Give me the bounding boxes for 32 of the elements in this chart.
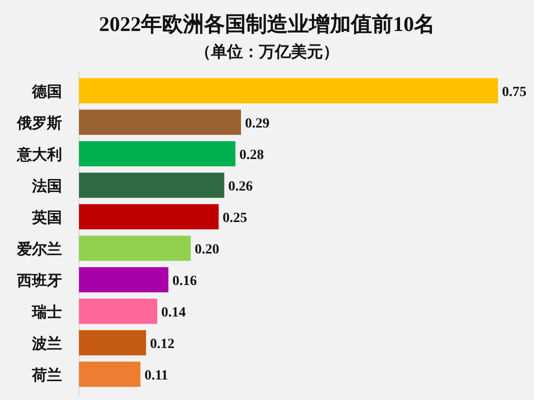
data-label: 0.28: [239, 148, 264, 163]
y-tick-label: 西班牙: [16, 272, 62, 290]
data-label: 0.16: [172, 274, 197, 289]
data-label: 0.12: [150, 336, 175, 352]
data-label: 0.20: [194, 242, 220, 258]
bar: [79, 236, 191, 261]
y-tick-label: 英国: [31, 209, 62, 226]
bar: [79, 298, 158, 324]
bar: [79, 362, 140, 387]
y-tick-label: 意大利: [16, 146, 62, 164]
y-tick-label: 荷兰: [31, 366, 62, 384]
bar: [79, 330, 146, 356]
bar: [79, 204, 219, 230]
bar: [79, 172, 224, 198]
data-label: 0.29: [245, 116, 270, 132]
data-label: 0.25: [222, 210, 248, 226]
bar: [79, 267, 168, 292]
y-tick-label: 波兰: [31, 335, 62, 352]
y-tick-label: 爱尔兰: [16, 240, 62, 258]
y-tick-label: 德国: [31, 83, 62, 100]
bar: [79, 78, 498, 104]
data-label: 0.11: [144, 368, 168, 384]
data-label: 0.75: [502, 84, 526, 100]
chart-title: 2022年欧洲各国制造业增加值前10名: [99, 12, 435, 36]
y-tick-label: 瑞士: [31, 304, 62, 321]
data-label: 0.26: [228, 179, 253, 194]
chart-subtitle: （单位：万亿美元）: [195, 42, 339, 61]
data-label: 0.14: [161, 305, 186, 320]
y-tick-label: 法国: [31, 178, 62, 195]
bar: [79, 141, 236, 166]
bar: [79, 110, 242, 135]
y-tick-label: 俄罗斯: [16, 114, 62, 132]
